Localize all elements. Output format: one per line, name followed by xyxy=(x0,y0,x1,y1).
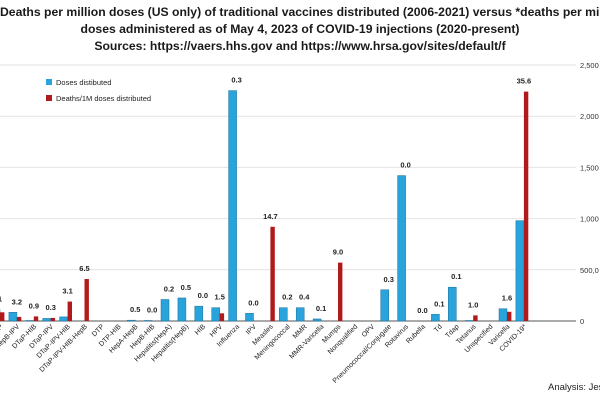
data-label: 0.0 xyxy=(198,291,208,300)
data-label: 1 xyxy=(0,295,2,304)
bar-deaths-per-million xyxy=(33,316,39,321)
data-label: 14.7 xyxy=(263,212,278,221)
bar-deaths-per-million xyxy=(16,316,22,321)
bar-doses-distributed xyxy=(498,308,508,322)
bar-doses-distributed xyxy=(380,289,389,322)
bar-doses-distributed xyxy=(25,320,35,322)
data-label: 0.2 xyxy=(282,293,292,302)
bar-doses-distributed xyxy=(8,312,18,322)
data-label: 0.3 xyxy=(231,76,241,85)
bar-doses-distributed xyxy=(312,318,322,322)
bar-deaths-per-million xyxy=(270,226,275,321)
analysis-credit: Analysis: Jessic xyxy=(548,382,600,393)
bar-deaths-per-million xyxy=(67,301,72,321)
bar-deaths-per-million xyxy=(473,315,478,321)
data-label: 6.5 xyxy=(79,264,89,273)
data-label: 9.0 xyxy=(333,248,343,257)
right-axis-tick-label: 1,000 xyxy=(580,215,599,224)
bar-doses-distributed xyxy=(279,307,288,322)
bar-deaths-per-million xyxy=(507,311,512,321)
bar-doses-distributed xyxy=(42,318,51,322)
right-axis-tick-label: 2,000 xyxy=(580,112,599,121)
bar-deaths-per-million xyxy=(219,313,225,321)
legend-swatch-deaths xyxy=(46,95,52,101)
category-tick-label: HIB xyxy=(194,323,207,336)
data-label: 0.0 xyxy=(147,305,157,314)
category-tick-label: IPV xyxy=(245,323,258,336)
right-axis-tick-label: 0 xyxy=(580,317,584,326)
bar-deaths-per-million xyxy=(50,317,56,321)
data-label: 35.6 xyxy=(517,77,532,86)
bar-doses-distributed xyxy=(448,286,457,322)
data-label: 0.9 xyxy=(29,301,39,310)
bar-deaths-per-million xyxy=(84,279,89,321)
data-label: 0.5 xyxy=(181,283,191,292)
bar-doses-distributed xyxy=(295,307,305,322)
bar-doses-distributed xyxy=(228,90,237,322)
bar-doses-distributed xyxy=(431,314,440,322)
legend-label-deaths: Deaths/1M doses distributed xyxy=(56,94,151,103)
title-line-2: doses administered as of May 4, 2023 of … xyxy=(80,22,520,36)
bar-doses-distributed xyxy=(59,316,68,322)
data-label: 0.0 xyxy=(248,298,258,307)
data-label: 1.0 xyxy=(468,300,478,309)
bar-doses-distributed xyxy=(126,319,136,322)
data-label: 0.1 xyxy=(451,272,461,281)
bar-doses-distributed xyxy=(245,313,254,322)
bar-doses-distributed xyxy=(194,305,204,322)
bar-doses-distributed xyxy=(464,320,474,322)
data-label: 0.3 xyxy=(383,275,393,284)
bar-doses-distributed xyxy=(397,175,406,322)
title-line-3: Sources: https://vaers.hhs.gov and https… xyxy=(94,39,506,53)
bar-doses-distributed xyxy=(143,320,153,322)
bar-doses-distributed xyxy=(177,297,187,322)
data-label: 1.6 xyxy=(502,294,512,303)
bar-doses-distributed xyxy=(160,299,170,322)
category-tick-label: Rubella xyxy=(405,323,427,345)
bar-deaths-per-million xyxy=(0,312,5,321)
data-label: 0.4 xyxy=(299,293,310,302)
legend-label-doses: Doses distibuted xyxy=(56,78,111,87)
right-axis-tick-label: 2,500 xyxy=(580,61,599,70)
category-tick-label: Td xyxy=(433,323,444,334)
data-label: 0.1 xyxy=(316,304,326,313)
data-label: 3.2 xyxy=(12,297,22,306)
data-label: 0.5 xyxy=(130,305,140,314)
data-label: 0.3 xyxy=(45,303,55,312)
data-label: 0.0 xyxy=(417,306,427,315)
bar-deaths-per-million xyxy=(338,262,343,321)
data-label: 0.0 xyxy=(400,161,410,170)
data-label: 0.2 xyxy=(164,284,174,293)
legend-swatch-doses xyxy=(46,79,52,85)
title-line-1: Deaths per million doses (US only) of tr… xyxy=(0,5,600,19)
data-label: 1.5 xyxy=(214,293,224,302)
bar-deaths-per-million xyxy=(523,91,529,322)
data-label: 3.1 xyxy=(62,287,72,296)
right-axis-tick-label: 500,0 xyxy=(580,266,599,275)
right-axis-tick-label: 1,500 xyxy=(580,163,599,172)
data-label: 0.1 xyxy=(434,299,444,308)
bar-doses-distributed xyxy=(515,220,525,322)
chart-title: Deaths per million doses (US only) of tr… xyxy=(0,4,600,55)
bar-doses-distributed xyxy=(211,307,220,322)
